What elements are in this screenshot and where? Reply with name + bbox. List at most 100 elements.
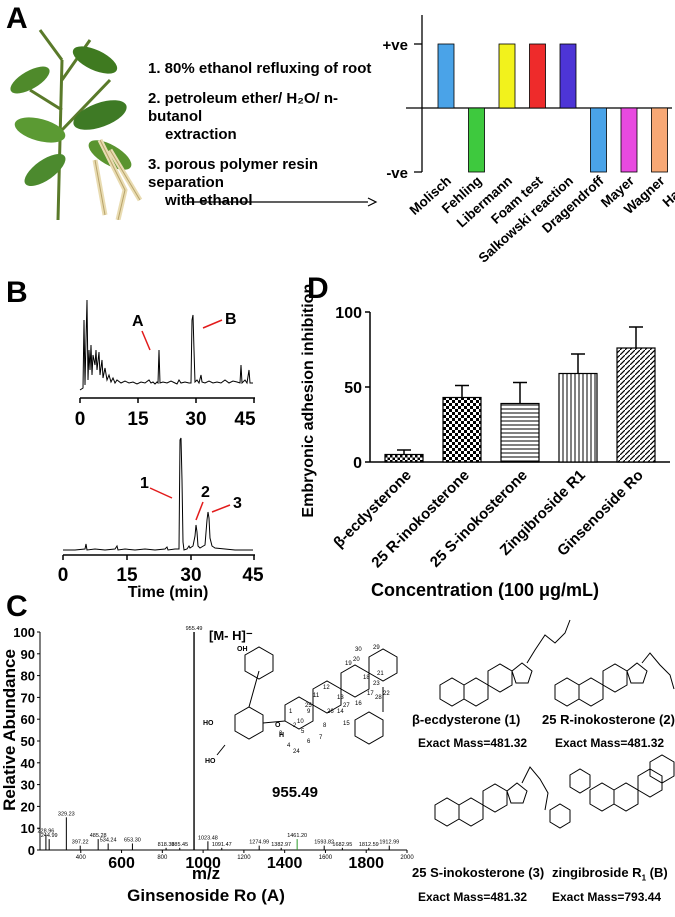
test-bar-1: [468, 107, 485, 173]
ms-ytick-1: 10: [21, 821, 35, 836]
ms-ytick-7: 70: [21, 690, 35, 705]
top-chromatogram-trace: [79, 299, 253, 391]
chart-d-xlabel: Concentration (100 μg/mL): [371, 580, 599, 600]
compound-3-name: 25 S-inokosterone (3): [412, 865, 545, 880]
top-tick-30: 30: [185, 409, 206, 430]
ms-xtick-800: 800: [157, 855, 168, 861]
ms-ytick-0: 0: [28, 843, 35, 858]
ro-carbon-13: 13: [337, 695, 344, 701]
ms-peak-label-11: 1091.47: [212, 842, 232, 848]
test-bar-7: [651, 107, 668, 173]
ro-carbon-11: 11: [313, 693, 320, 699]
ro-carbon-22: 22: [383, 691, 390, 697]
compound-4-mass: Exact Mass=793.44: [552, 890, 662, 904]
extraction-step-1: 1. 80% ethanol refluxing of root: [148, 60, 372, 77]
ro-carbon-1: 1: [289, 709, 293, 715]
ms-peak-label-17: 1812.59: [359, 842, 379, 848]
ms-ytick-3: 30: [21, 778, 35, 793]
adhesion-bar-4: [616, 347, 656, 463]
ms-peak-label-8: 885.45: [171, 842, 188, 848]
compound-2-name: 25 R-inokosterone (2): [542, 712, 675, 727]
ms-ylabel: Relative Abundance: [0, 649, 19, 811]
compound-structures: [434, 619, 675, 829]
ro-carbon-25: 25: [305, 703, 312, 709]
bottom-tick-0: 0: [58, 565, 69, 586]
ms-peak-label-3: 397.22: [72, 840, 89, 846]
ro-carbon-29: 29: [373, 645, 380, 651]
extraction-step-3: 3. porous polymer resin separation: [148, 156, 319, 191]
ro-carbon-27: 27: [343, 703, 350, 709]
test-bar-3: [529, 43, 546, 109]
ro-carbon-28: 28: [375, 695, 382, 701]
ro-carbon-9: 9: [307, 709, 311, 715]
adhesion-bar-0: [384, 453, 424, 463]
ro-carbon-12: 12: [323, 685, 330, 691]
negative-label: -ve: [386, 165, 408, 182]
ro-acid: HO: [205, 758, 216, 765]
panel-label-d: D: [307, 272, 329, 305]
ro-carbon-24: 24: [293, 749, 300, 755]
ms-xtick-2000: 2000: [400, 855, 414, 861]
top-tick-45: 45: [234, 409, 256, 430]
ms-ytick-10: 100: [13, 625, 35, 640]
ro-carbon-26: 26: [327, 709, 334, 715]
ms-ytick-9: 90: [21, 647, 35, 662]
compound-1-name: β-ecdysterone (1): [412, 712, 521, 727]
ms-xtick-400: 400: [76, 855, 87, 861]
ms-ytick-5: 50: [21, 734, 35, 749]
ms-xtick-1800: 1800: [348, 855, 384, 872]
peak-2-label: 2: [201, 484, 210, 501]
ms-caption: Ginsenoside Ro (A): [127, 886, 285, 905]
test-bar-2: [498, 43, 516, 109]
ms-peak-label-18: 1912.99: [379, 840, 399, 846]
ro-carbon-8: 8: [323, 723, 327, 729]
category-label-2: 25 S-inokosterone: [427, 467, 531, 571]
ro-carbon-10: 10: [297, 719, 304, 725]
ms-xtick-1600: 1600: [319, 855, 333, 861]
ro-carbon-4: 4: [287, 743, 291, 749]
ro-carbon-18: 18: [363, 675, 370, 681]
test-bar-4: [559, 43, 577, 109]
ms-ytick-4: 40: [21, 756, 35, 771]
panel-label-b: B: [6, 276, 28, 309]
ro-carbon-15: 15: [343, 721, 350, 727]
panel-label-c: C: [6, 590, 28, 623]
plant-illustration: [10, 29, 143, 220]
chart-d-ytick-0: 0: [353, 455, 362, 472]
ro-oxy: O: [275, 722, 281, 729]
ms-peak-label-5: 534.24: [100, 837, 117, 843]
ms-peak-label-4: 485.28: [90, 833, 107, 839]
ms-ytick-6: 60: [21, 712, 35, 727]
test-bar-6: [620, 107, 638, 173]
extraction-step-2: 2. petroleum ether/ H₂O/ n-butanol: [148, 90, 339, 125]
ro-h: H: [279, 732, 284, 739]
ro-carbon-19: 19: [345, 661, 352, 667]
adhesion-bar-3: [558, 372, 598, 463]
test-bar-0: [437, 43, 455, 109]
ro-carbon-30: 30: [355, 647, 362, 653]
compound-3-mass: Exact Mass=481.32: [418, 890, 528, 904]
ms-peak-label-16: 1682.95: [332, 842, 352, 848]
top-tick-0: 0: [75, 409, 86, 430]
ms-peak-label-7: 818.39: [158, 842, 175, 848]
ro-carbon-21: 21: [377, 671, 384, 677]
ms-peak-label-0: 228.96: [37, 829, 54, 835]
ms-ytick-2: 20: [21, 799, 35, 814]
hplc-chromatograms: 0 15 30 45 A B 0 15 30 45 1 2 3 Time (mi…: [58, 299, 264, 601]
ms-ytick-8: 80: [21, 669, 35, 684]
ro-carbon-3: 3: [279, 731, 283, 737]
extraction-step-3-cont: with ethanol: [165, 192, 253, 209]
ms-xtick-600: 600: [108, 855, 135, 872]
ms-peak-label-10: 1023.48: [198, 835, 218, 841]
time-axis-label: Time (min): [128, 584, 209, 601]
peak-b-label: B: [225, 311, 237, 328]
ms-peak-label-6: 653.30: [124, 837, 141, 843]
ms-peak-label-12: 1274.99: [249, 840, 269, 846]
bottom-tick-45: 45: [242, 565, 264, 586]
ms-xtick-1000: 1000: [185, 855, 221, 872]
ro-carbon-23: 23: [373, 681, 380, 687]
compound-1-mass: Exact Mass=481.32: [418, 736, 528, 750]
chart-d-ylabel: Embryonic adhesion inhibition (%): [300, 280, 317, 518]
compound-2-mass: Exact Mass=481.32: [555, 736, 665, 750]
